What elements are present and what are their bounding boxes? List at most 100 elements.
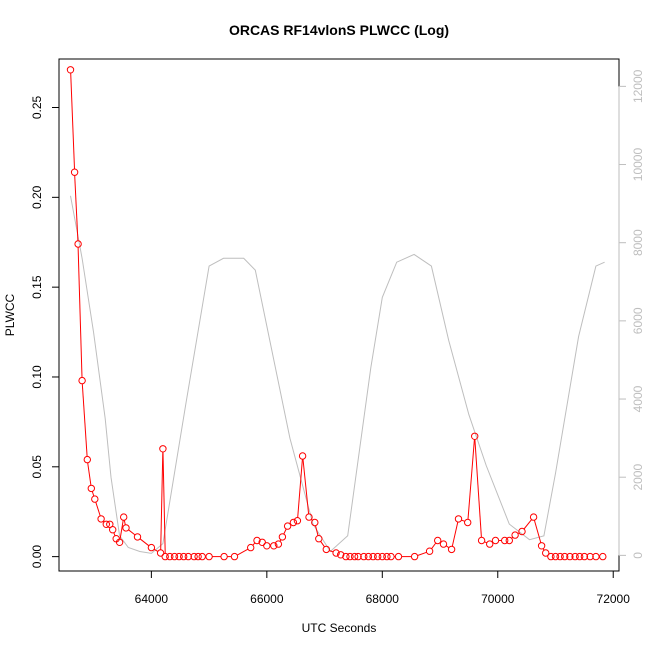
data-point bbox=[511, 531, 519, 539]
y-axis: 0.00 0.05 0.10 0.15 0.20 0.25 bbox=[30, 96, 60, 569]
data-point bbox=[477, 536, 486, 545]
y2-tick-label: 4000 bbox=[631, 385, 645, 412]
data-point bbox=[547, 552, 555, 561]
primary-series-segment bbox=[283, 528, 287, 535]
x-tick-label: 68000 bbox=[366, 592, 400, 606]
data-point bbox=[332, 549, 340, 557]
primary-series-segment bbox=[123, 520, 126, 525]
x-axis-label: UTC Seconds bbox=[302, 621, 377, 635]
data-point bbox=[491, 536, 500, 545]
data-point bbox=[159, 445, 167, 453]
data-point bbox=[175, 552, 183, 561]
data-point bbox=[571, 552, 579, 561]
data-point bbox=[205, 552, 213, 561]
data-point bbox=[350, 552, 359, 561]
data-point bbox=[378, 552, 386, 561]
primary-series-segment bbox=[87, 462, 92, 486]
primary-series-segment bbox=[81, 383, 88, 457]
primary-series-segment bbox=[162, 451, 166, 554]
data-point bbox=[387, 552, 395, 561]
data-point bbox=[120, 513, 128, 521]
data-point bbox=[97, 515, 105, 523]
data-point bbox=[305, 513, 313, 521]
data-point bbox=[298, 452, 307, 460]
data-point bbox=[537, 542, 546, 550]
data-point bbox=[166, 552, 174, 561]
secondary-series bbox=[70, 195, 605, 554]
data-point bbox=[439, 540, 448, 548]
x-tick-label: 70000 bbox=[481, 592, 515, 606]
primary-series-segment bbox=[95, 502, 101, 517]
data-point bbox=[109, 526, 117, 534]
data-point bbox=[518, 527, 526, 536]
y2-tick-label: 2000 bbox=[631, 464, 645, 491]
primary-series-segment bbox=[91, 491, 95, 497]
x-axis: 64000 66000 68000 70000 72000 bbox=[135, 570, 631, 606]
data-point bbox=[551, 552, 560, 561]
data-point bbox=[501, 536, 509, 545]
data-point bbox=[529, 513, 538, 521]
data-point bbox=[354, 552, 362, 561]
data-point bbox=[337, 551, 345, 559]
data-point bbox=[78, 376, 86, 385]
data-point bbox=[394, 552, 403, 561]
data-point bbox=[471, 432, 479, 440]
y-tick-label: 0.25 bbox=[30, 96, 44, 120]
data-point bbox=[464, 518, 472, 527]
data-point bbox=[274, 540, 283, 548]
data-point bbox=[258, 538, 266, 546]
data-point bbox=[122, 524, 130, 532]
data-point bbox=[486, 540, 494, 548]
data-point bbox=[454, 515, 463, 523]
data-point bbox=[184, 552, 193, 561]
data-point bbox=[247, 543, 255, 552]
data-point bbox=[263, 542, 271, 550]
primary-series-segment bbox=[302, 459, 310, 514]
data-point bbox=[434, 536, 442, 545]
primary-series-segment bbox=[329, 550, 334, 553]
secondary-series-line bbox=[70, 195, 605, 554]
data-point bbox=[311, 518, 319, 527]
data-point bbox=[360, 552, 368, 561]
data-point bbox=[190, 552, 198, 561]
y-tick-label: 0.10 bbox=[30, 365, 44, 389]
primary-series-segment bbox=[128, 529, 136, 536]
primary-series bbox=[66, 66, 607, 561]
data-point bbox=[369, 552, 377, 561]
x-tick-label: 66000 bbox=[250, 592, 284, 606]
data-point bbox=[425, 547, 434, 555]
primary-series-segment bbox=[70, 72, 75, 170]
data-point bbox=[180, 552, 188, 561]
plot-box bbox=[58, 58, 620, 572]
data-point bbox=[91, 495, 99, 503]
data-point bbox=[253, 536, 261, 545]
data-point bbox=[147, 543, 156, 552]
data-point bbox=[505, 536, 513, 545]
primary-series-segment bbox=[431, 542, 437, 549]
data-point bbox=[346, 552, 354, 561]
primary-series-segment bbox=[160, 451, 164, 550]
data-point bbox=[87, 484, 96, 493]
data-point bbox=[161, 552, 169, 561]
data-point bbox=[315, 535, 323, 543]
y-axis-label: PLWCC bbox=[3, 293, 17, 336]
x-tick-label: 72000 bbox=[597, 592, 631, 606]
data-point bbox=[278, 533, 287, 541]
data-point bbox=[293, 517, 302, 525]
data-point bbox=[230, 552, 239, 561]
y2-tick-label: 8000 bbox=[631, 229, 645, 256]
primary-series-segment bbox=[320, 541, 325, 548]
data-point bbox=[270, 542, 278, 550]
y-tick-label: 0.20 bbox=[30, 185, 44, 209]
primary-series-segment bbox=[445, 545, 450, 549]
data-point bbox=[133, 533, 142, 541]
primary-series-segment bbox=[74, 175, 79, 241]
data-point bbox=[289, 518, 298, 527]
y-tick-label: 0.00 bbox=[30, 545, 44, 569]
primary-series-segment bbox=[467, 439, 475, 520]
data-point bbox=[74, 240, 82, 248]
y2-tick-label: 6000 bbox=[631, 307, 645, 334]
data-point bbox=[70, 168, 79, 176]
data-point bbox=[410, 552, 419, 561]
y-tick-label: 0.05 bbox=[30, 455, 44, 479]
